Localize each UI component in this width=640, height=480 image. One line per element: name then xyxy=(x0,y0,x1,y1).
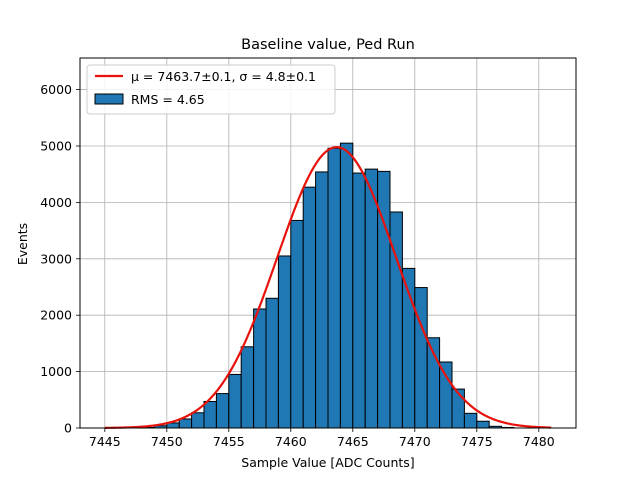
y-tick-label: 1000 xyxy=(40,364,72,379)
histogram-bar xyxy=(265,297,279,429)
x-tick-label: 7470 xyxy=(399,434,431,449)
x-tick-label: 7465 xyxy=(337,434,369,449)
y-tick-label: 0 xyxy=(64,421,72,436)
legend-histogram-label: RMS = 4.65 xyxy=(131,92,205,107)
x-tick-label: 7460 xyxy=(275,434,307,449)
histogram-bar xyxy=(463,412,478,429)
histogram-bar xyxy=(240,346,255,429)
x-tick-label: 7475 xyxy=(461,434,493,449)
histogram-bar xyxy=(178,418,193,429)
x-tick-label: 7450 xyxy=(151,434,183,449)
x-tick-label: 7480 xyxy=(523,434,555,449)
histogram-bar xyxy=(352,172,366,429)
y-tick-label: 3000 xyxy=(40,251,72,266)
legend-histogram-swatch xyxy=(94,93,124,105)
y-axis-label: Events xyxy=(15,223,30,265)
y-axis: 0 1000 2000 3000 4000 5000 6000 xyxy=(40,82,80,436)
chart-title: Baseline value, Ped Run xyxy=(241,37,415,53)
histogram-bar xyxy=(302,186,317,429)
legend: μ = 7463.7±0.1, σ = 4.8±0.1 RMS = 4.65 xyxy=(86,64,336,115)
histogram-bar xyxy=(253,308,267,429)
histogram-bar xyxy=(228,373,242,429)
legend-fit-label: μ = 7463.7±0.1, σ = 4.8±0.1 xyxy=(131,69,316,84)
x-tick-label: 7445 xyxy=(89,434,121,449)
histogram-bar xyxy=(290,219,304,429)
x-axis: 7445 7450 7455 7460 7465 7470 7475 7480 xyxy=(89,428,555,449)
x-axis-label: Sample Value [ADC Counts] xyxy=(241,455,414,470)
histogram-bar xyxy=(215,393,230,429)
y-tick-label: 4000 xyxy=(40,195,72,210)
histogram-bar xyxy=(191,412,205,429)
y-tick-label: 6000 xyxy=(40,82,72,97)
histogram-bar xyxy=(451,388,465,429)
x-tick-label: 7455 xyxy=(213,434,245,449)
histogram-bar xyxy=(414,287,428,429)
histogram-bar xyxy=(315,171,329,429)
plot-area-frame xyxy=(79,57,577,429)
y-tick-label: 5000 xyxy=(40,138,72,153)
histogram-bar xyxy=(476,420,490,429)
histogram-bar xyxy=(364,168,379,429)
histogram-bar xyxy=(439,361,453,429)
histogram-bar xyxy=(277,255,292,429)
legend-box xyxy=(86,64,336,115)
histogram-bar xyxy=(339,142,354,429)
gaussian-fit-curve xyxy=(104,146,552,429)
histogram-bar xyxy=(203,400,217,429)
y-tick-label: 2000 xyxy=(40,308,72,323)
histogram-bar xyxy=(327,147,341,429)
